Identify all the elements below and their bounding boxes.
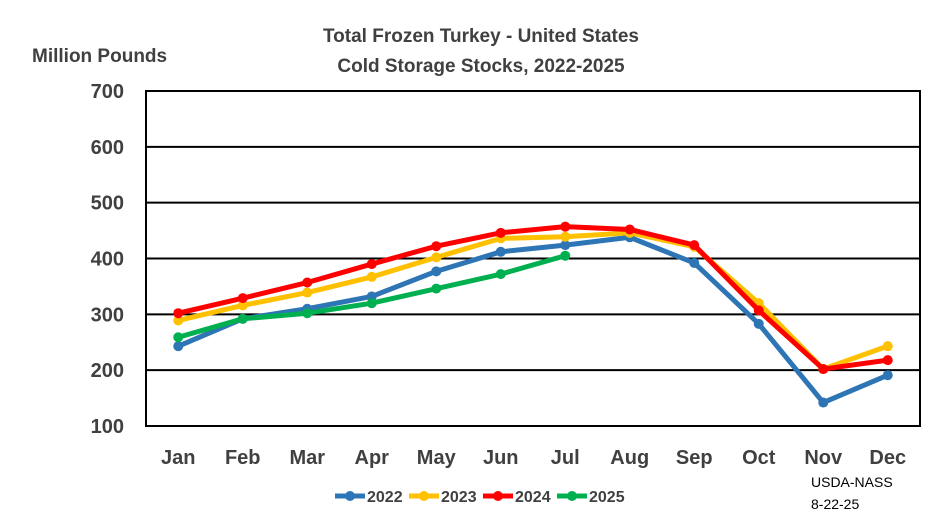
x-tick-label: May [417, 447, 457, 469]
date-note: 8-22-25 [811, 496, 859, 512]
x-tick-label: Feb [225, 447, 261, 469]
x-tick-label: Jun [483, 447, 519, 469]
data-point-2024 [882, 355, 893, 366]
y-tick-label: 700 [91, 81, 124, 103]
data-point-2023 [560, 231, 571, 242]
source-note: USDA-NASS [811, 474, 893, 490]
series-line-2023 [177, 230, 889, 372]
data-point-2023 [237, 300, 248, 311]
legend-label-2022: 2022 [367, 489, 403, 506]
data-point-2023 [302, 287, 313, 298]
x-tick-label: Dec [869, 447, 906, 469]
legend-marker-2025 [567, 491, 577, 501]
data-point-2023 [431, 252, 442, 263]
series-line-2022 [177, 234, 889, 406]
x-tick-label: Aug [610, 447, 649, 469]
legend-label-2023: 2023 [441, 489, 477, 506]
x-tick-label: Sep [676, 447, 713, 469]
data-point-2022 [753, 318, 764, 329]
data-point-2022 [818, 397, 829, 408]
x-tick-label: Oct [742, 447, 776, 469]
x-tick-label: Apr [355, 447, 390, 469]
data-point-2024 [302, 277, 313, 288]
data-point-2022 [882, 370, 893, 381]
y-axis-label: Million Pounds [32, 46, 167, 67]
data-point-2024 [624, 224, 635, 235]
legend-label-2024: 2024 [515, 489, 551, 506]
data-point-2022 [689, 257, 700, 268]
data-point-2024 [818, 364, 829, 375]
data-point-2024 [366, 259, 377, 270]
y-tick-label: 200 [91, 360, 124, 382]
legend-label-2025: 2025 [589, 489, 625, 506]
series-line-2024 [177, 224, 889, 372]
y-tick-label: 300 [91, 304, 124, 326]
data-point-2024 [495, 227, 506, 238]
data-point-2025 [173, 332, 184, 343]
data-point-2024 [689, 240, 700, 251]
data-point-2024 [753, 305, 764, 316]
chart-title: Total Frozen Turkey - United States [323, 26, 639, 47]
data-point-2024 [173, 308, 184, 319]
chart-subtitle: Cold Storage Stocks, 2022-2025 [337, 56, 625, 77]
data-point-2024 [431, 241, 442, 252]
data-point-2025 [366, 298, 377, 309]
legend-marker-2022 [345, 491, 355, 501]
data-point-2025 [302, 308, 313, 319]
plot-area-border [145, 90, 921, 427]
legend-marker-2024 [493, 491, 503, 501]
y-tick-label: 600 [91, 137, 124, 159]
y-tick-label: 500 [91, 193, 124, 215]
x-tick-label: Jan [161, 447, 195, 469]
data-point-2022 [431, 266, 442, 277]
data-point-2022 [560, 240, 571, 251]
x-tick-label: Mar [289, 447, 325, 469]
data-point-2023 [173, 315, 184, 326]
data-point-2022 [495, 246, 506, 257]
data-point-2025 [431, 283, 442, 294]
y-tick-label: 400 [91, 249, 124, 271]
data-point-2025 [237, 313, 248, 324]
data-point-2023 [882, 341, 893, 352]
data-point-2023 [366, 271, 377, 282]
data-point-2024 [560, 221, 571, 232]
y-tick-label: 100 [91, 416, 124, 438]
legend-marker-2023 [419, 491, 429, 501]
x-tick-label: Nov [804, 447, 843, 469]
data-point-2024 [237, 293, 248, 304]
x-tick-label: Jul [551, 447, 580, 469]
data-point-2025 [560, 250, 571, 261]
data-point-2022 [173, 341, 184, 352]
data-point-2025 [495, 269, 506, 280]
